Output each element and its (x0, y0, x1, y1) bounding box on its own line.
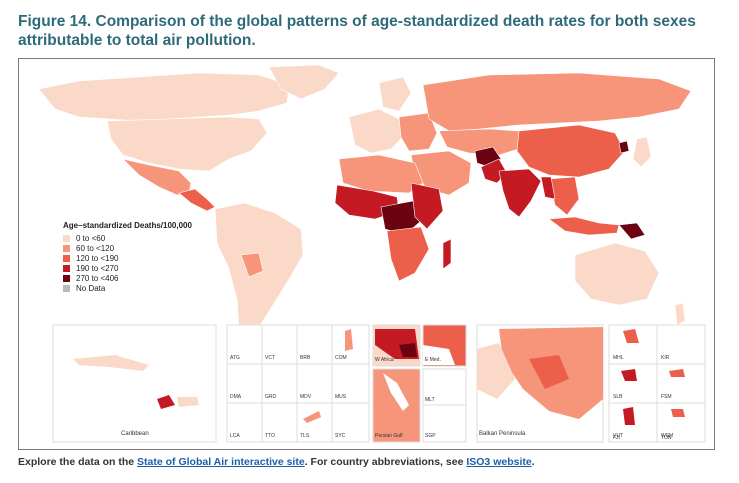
inset-label-e-med: E Med. (425, 357, 441, 363)
inset-label: MUS (335, 394, 347, 400)
inset-balkan (476, 324, 604, 443)
legend-label: 270 to <406 (76, 273, 119, 283)
legend-swatch (63, 244, 70, 252)
inset-label: TTO (265, 433, 275, 439)
inset-label: MLT (425, 397, 435, 403)
canada (38, 72, 290, 122)
inset-persian-gulf (372, 368, 421, 443)
footer-note: Explore the data on the State of Global … (18, 456, 535, 468)
russia (422, 72, 692, 132)
legend-item: 0 to <60 (63, 233, 192, 243)
inset-w-africa (372, 324, 421, 367)
inset-label: SLB (613, 394, 623, 400)
map-frame: Age–standardized Deaths/100,000 0 to <60… (18, 58, 715, 450)
greenland (268, 64, 340, 100)
central-america (178, 188, 216, 212)
inset-label: MHL (613, 355, 624, 361)
inset-label: SYC (335, 433, 346, 439)
legend-item: 270 to <406 (63, 273, 192, 283)
east-africa (410, 182, 444, 230)
new-zealand (674, 302, 686, 326)
inset-label: COM (335, 355, 347, 361)
state-of-global-air-link[interactable]: State of Global Air interactive site (137, 456, 305, 468)
myanmar (540, 176, 556, 200)
inset-label: VUT (613, 433, 623, 439)
bolivia (240, 252, 264, 278)
inset-label: DMA (230, 394, 242, 400)
inset-label-balkan: Balkan Peninsula (479, 431, 526, 437)
legend-swatch (63, 274, 70, 282)
legend-item: 60 to <120 (63, 243, 192, 253)
legend-swatch (63, 234, 70, 242)
australia (574, 242, 660, 306)
legend-label: No Data (76, 283, 106, 293)
legend-title: Age–standardized Deaths/100,000 (63, 221, 192, 230)
inset-label: TLS (300, 433, 310, 439)
indonesia (548, 216, 620, 236)
inset-pacific (608, 324, 706, 443)
iso3-link[interactable]: ISO3 website (466, 456, 532, 468)
usa (106, 116, 268, 172)
inset-label: MDV (300, 394, 312, 400)
madagascar (442, 238, 452, 270)
legend-swatch (63, 264, 70, 272)
inset-label: FSM (661, 394, 672, 400)
inset-label: ATG (230, 355, 240, 361)
footer-text: Explore the data on the (18, 456, 138, 468)
legend-label: 120 to <190 (76, 253, 119, 263)
legend-item: 190 to <270 (63, 263, 192, 273)
southern-africa (386, 226, 430, 282)
scandinavia (378, 76, 412, 112)
legend-item: 120 to <190 (63, 253, 192, 263)
legend-swatch (63, 254, 70, 262)
inset-label: VCT (265, 355, 275, 361)
papua-new-guinea (618, 222, 646, 240)
figure-title: Figure 14. Comparison of the global patt… (18, 13, 696, 49)
legend-swatch (63, 284, 70, 292)
inset-label: TON (661, 435, 672, 441)
inset-label: BRB (300, 355, 311, 361)
india (498, 168, 542, 218)
inset-label: WSM (661, 433, 674, 439)
inset-small-grid (226, 324, 370, 443)
footer-text: . (531, 456, 535, 468)
china (516, 124, 626, 178)
world-map (38, 64, 706, 443)
inset-label: FJI (613, 435, 620, 441)
legend-label: 190 to <270 (76, 263, 119, 273)
legend-label: 60 to <120 (76, 243, 115, 253)
inset-mlt-sgp (422, 368, 467, 443)
north-korea (618, 140, 630, 154)
inset-label: GRD (265, 394, 277, 400)
footer-text: . For country abbreviations, see (304, 456, 467, 468)
inset-label-caribbean: Caribbean (121, 431, 149, 437)
map-legend: Age–standardized Deaths/100,000 0 to <60… (63, 221, 192, 293)
inset-label: SGP (425, 433, 436, 439)
se-asia (548, 176, 580, 216)
inset-caribbean (52, 324, 217, 443)
europe-west (348, 108, 404, 154)
inset-e-med (422, 324, 467, 367)
inset-label: LCA (230, 433, 240, 439)
inset-label-persian-gulf: Persian Gulf (375, 433, 403, 439)
legend-label: 0 to <60 (76, 233, 106, 243)
japan (632, 136, 652, 168)
inset-label: KIR (661, 355, 670, 361)
inset-label-w-africa: W Africa (375, 357, 394, 363)
central-asia (438, 128, 526, 156)
legend-item: No Data (63, 283, 192, 293)
